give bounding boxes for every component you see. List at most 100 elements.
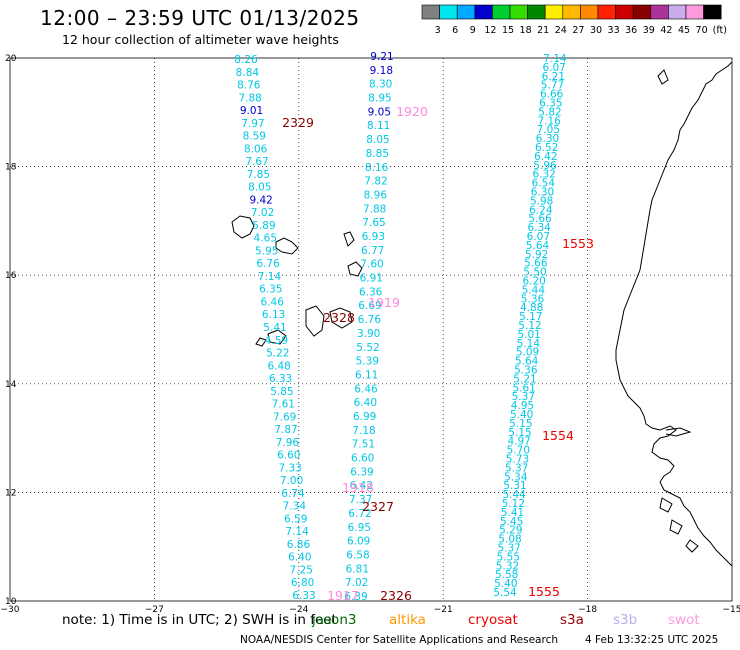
wave-height-label: 5.61	[512, 382, 535, 394]
wave-height-label: 6.33	[269, 373, 292, 385]
wave-height-label: 7.65	[362, 217, 385, 229]
pass-time-label: 2327	[362, 499, 394, 514]
wave-height-label: 3.90	[357, 328, 380, 340]
wave-height-label: 6.52	[535, 142, 558, 154]
wave-height-label: 6.32	[532, 169, 555, 181]
island-outline	[343, 231, 355, 247]
wave-height-label: 5.64	[515, 356, 539, 368]
wave-height-label: 6.99	[353, 411, 376, 423]
legend-tick-label: 24	[555, 25, 567, 36]
wave-height-label: 8.59	[243, 131, 266, 143]
wave-height-label: 8.84	[236, 67, 260, 79]
wave-height-label: 4.88	[520, 302, 543, 314]
wave-height-label: 7.60	[360, 259, 383, 271]
latitude-label: 20	[5, 54, 17, 64]
wave-height-label: 5.44	[502, 489, 526, 501]
wave-height-label: 5.17	[519, 311, 542, 323]
wave-height-label: 8.95	[368, 93, 391, 105]
wave-height-label: 5.09	[516, 347, 539, 359]
satellite-key-altika: altika	[389, 612, 426, 628]
wave-height-label: 7.02	[345, 577, 368, 589]
wave-height-label: 5.92	[525, 249, 548, 261]
wave-height-label: 6.46	[354, 383, 378, 395]
wave-height-label: 6.86	[287, 539, 311, 551]
latitude-label: 14	[5, 380, 17, 390]
generation-timestamp: 4 Feb 13:32:25 UTC 2025	[585, 634, 719, 646]
satellite-key-s3b: s3b	[613, 612, 638, 628]
legend-tick-label: 18	[520, 25, 532, 36]
wave-height-label: 5.58	[495, 569, 518, 581]
wave-height-label: 5.22	[266, 348, 289, 360]
wave-height-label: 7.37	[349, 494, 372, 506]
wave-height-label: 6.40	[288, 552, 311, 564]
wave-height-label: 7.18	[352, 425, 375, 437]
wave-height-label: 5.50	[523, 267, 546, 279]
legend-tick-label: 42	[660, 25, 672, 36]
wave-height-label: 5.31	[503, 480, 526, 492]
wave-height-label: 5.96	[533, 160, 557, 172]
wave-height-label: 6.30	[536, 133, 559, 145]
wave-height-label: 6.48	[267, 360, 290, 372]
wave-height-label: 6.69	[358, 300, 381, 312]
pass-time-label: 2326	[380, 588, 412, 603]
wave-height-label: 6.91	[360, 273, 383, 285]
legend-tick-label: 45	[678, 25, 690, 36]
wave-height-label: 7.69	[273, 411, 296, 423]
wave-height-label: 6.30	[531, 187, 554, 199]
legend-tick-label: 33	[608, 25, 620, 36]
wave-height-label: 5.37	[512, 391, 535, 403]
wave-height-label: 9.18	[370, 65, 393, 77]
island-outline	[231, 215, 255, 239]
wave-height-label: 6.93	[362, 231, 385, 243]
wave-height-label: 5.21	[513, 373, 536, 385]
wave-height-label: 6.46	[261, 296, 285, 308]
wave-height-label: 7.00	[280, 475, 303, 487]
pass-time-label: 1919	[368, 295, 400, 310]
credit-line: NOAA/NESDIS Center for Satellite Applica…	[240, 634, 558, 646]
wave-height-label: 7.33	[278, 462, 301, 474]
wave-height-label: 5.15	[509, 418, 532, 430]
legend-tick-label: 6	[452, 25, 458, 36]
wave-height-label: 5.34	[504, 471, 528, 483]
wave-height-label: 5.45	[500, 516, 523, 528]
wave-height-label: 6.40	[354, 397, 377, 409]
wave-height-label: 7.85	[247, 169, 270, 181]
pass-time-label: 1917	[327, 588, 359, 603]
wave-height-label: 5.89	[252, 220, 275, 232]
wave-height-label: 4.65	[254, 233, 277, 245]
wave-height-label: 5.08	[498, 534, 521, 546]
wave-height-label: 6.13	[262, 309, 285, 321]
satellite-key-s3a: s3a	[560, 612, 584, 628]
legend-tick-label: 36	[625, 25, 637, 36]
wave-height-label: 6.95	[348, 522, 371, 534]
wave-height-label: 7.16	[537, 115, 561, 127]
wave-height-label: 6.21	[542, 71, 565, 83]
wave-height-label: 5.95	[255, 245, 278, 257]
island-outline	[275, 237, 299, 255]
wave-height-label: 5.01	[517, 329, 540, 341]
wave-height-label: 7.67	[245, 156, 268, 168]
wave-height-label: 5.64	[526, 240, 550, 252]
wave-height-label: 6.35	[259, 284, 282, 296]
wave-height-label: 5.98	[530, 195, 553, 207]
wave-height-label: 5.52	[356, 342, 379, 354]
wave-height-label: 4.95	[511, 400, 534, 412]
latitude-label: 18	[5, 163, 17, 173]
wave-height-label: 5.44	[522, 284, 546, 296]
map-frame	[9, 57, 733, 602]
wave-height-label: 8.30	[369, 79, 392, 91]
wave-height-label: 6.58	[346, 549, 369, 561]
wave-height-label: 5.37	[505, 462, 528, 474]
wave-height-label: 5.14	[517, 338, 541, 350]
wave-height-label: 5.32	[496, 560, 519, 572]
wave-height-label: 5.77	[541, 80, 564, 92]
legend-tick-label: 39	[643, 25, 655, 36]
wave-height-label: 5.40	[510, 409, 533, 421]
wave-height-label: 7.02	[251, 207, 274, 219]
wave-height-label: 6.39	[344, 591, 367, 603]
wave-height-label: 6.42	[534, 151, 557, 163]
island-outline	[255, 337, 267, 347]
legend-tick-label: 30	[590, 25, 602, 36]
wave-height-label: 8.05	[366, 134, 389, 146]
wave-height-label: 5.41	[501, 507, 524, 519]
